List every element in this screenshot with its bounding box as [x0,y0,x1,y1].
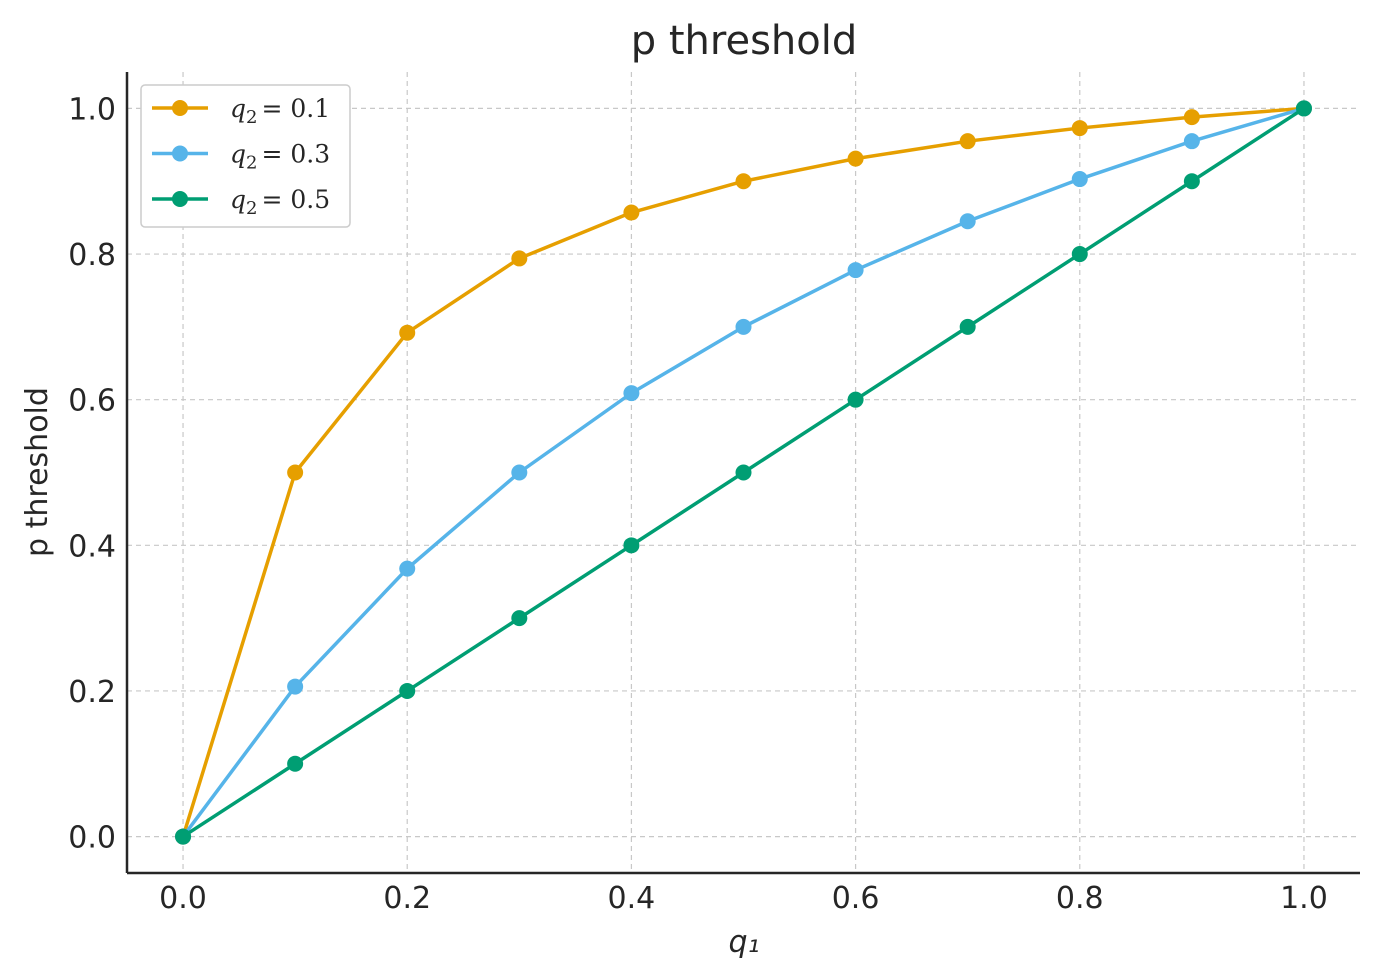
legend-label: q2 = 0.1 [230,94,330,128]
data-point [287,755,304,772]
series-2 [175,100,1312,845]
y-tick-label: 0.2 [68,675,116,710]
legend-item-0: q2 = 0.1 [152,94,330,128]
x-axis-ticks: 0.0 0.2 0.4 0.6 0.8 1.0 [159,881,1328,916]
x-tick-label: 0.2 [383,881,431,916]
x-tick-label: 0.4 [608,881,656,916]
legend-label-eq: = 0.1 [261,94,330,123]
data-point [1183,109,1200,126]
data-point [847,391,864,408]
data-point [511,610,528,627]
data-point [1071,246,1088,263]
legend-marker [172,191,188,207]
data-point [287,678,304,695]
legend-label-sub: 2 [246,198,257,219]
x-axis-label: q₁ [728,925,759,960]
x-tick-label: 1.0 [1280,881,1328,916]
legend-item-2: q2 = 0.5 [152,185,330,219]
y-axis-ticks: 0.0 0.2 0.4 0.6 0.8 1.0 [68,92,116,855]
legend-label-var: q [230,94,246,123]
legend-label-var: q [230,185,246,214]
series-layer [175,100,1312,845]
y-tick-label: 0.8 [68,238,116,273]
legend-label-eq: = 0.5 [261,185,330,214]
data-point [623,385,640,402]
data-point [623,537,640,554]
legend-label-var: q [230,140,246,169]
data-point [1183,173,1200,190]
data-point [735,464,752,481]
data-point [399,560,416,577]
data-point [175,828,192,845]
x-tick-label: 0.8 [1056,881,1104,916]
data-point [959,213,976,230]
x-tick-label: 0.0 [159,881,207,916]
data-point [735,173,752,190]
y-tick-label: 0.4 [68,529,116,564]
data-point [511,464,528,481]
legend-label: q2 = 0.3 [230,140,330,174]
legend-marker [172,100,188,116]
data-point [959,318,976,335]
y-tick-label: 0.6 [68,384,116,419]
y-axis-label: p threshold [20,387,55,557]
legend-marker [172,145,188,162]
legend: q2 = 0.1q2 = 0.3q2 = 0.5 [140,84,351,228]
series-0 [175,100,1312,845]
legend-item-1: q2 = 0.3 [152,140,330,174]
data-point [287,464,304,481]
data-point [1071,120,1088,137]
data-point [623,204,640,221]
data-point [399,682,416,699]
data-point [847,150,864,167]
data-point [847,262,864,279]
y-tick-label: 0.0 [68,821,116,856]
data-point [1071,171,1088,188]
legend-label: q2 = 0.5 [230,185,330,219]
legend-label-eq: = 0.3 [261,140,330,169]
legend-label-sub: 2 [246,107,257,128]
data-point [1295,100,1312,117]
grid-lines [127,72,1360,873]
chart-title: p threshold [631,18,857,64]
data-point [511,250,528,267]
legend-label-sub: 2 [246,153,257,174]
y-tick-label: 1.0 [68,92,116,127]
data-point [959,133,976,150]
data-point [399,324,416,341]
data-point [1183,133,1200,150]
x-tick-label: 0.6 [832,881,880,916]
legend-box [140,84,351,228]
data-point [735,318,752,335]
